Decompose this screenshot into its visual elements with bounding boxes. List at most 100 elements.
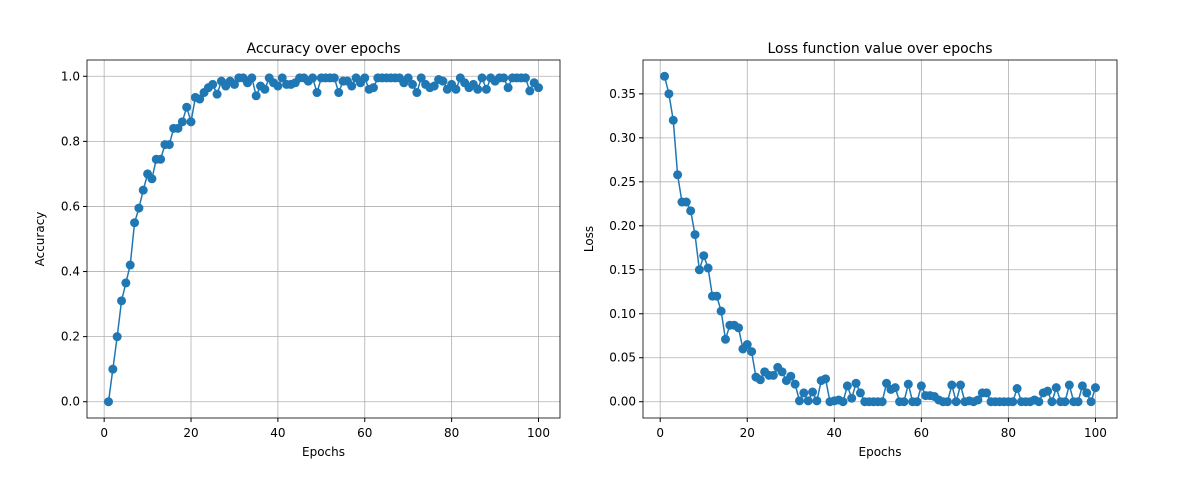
marker	[812, 396, 822, 406]
marker	[347, 81, 357, 91]
x-axis-label: Epochs	[859, 445, 902, 459]
marker	[720, 334, 730, 344]
marker	[186, 117, 196, 127]
marker	[525, 86, 535, 96]
marker	[942, 397, 952, 407]
marker	[1077, 381, 1087, 391]
chart-title: Accuracy over epochs	[247, 41, 401, 57]
marker	[112, 332, 122, 342]
marker	[534, 83, 543, 93]
marker	[368, 83, 378, 93]
y-tick-label: 0.05	[609, 351, 636, 365]
marker	[855, 388, 865, 398]
marker	[334, 88, 344, 98]
marker	[1064, 380, 1074, 390]
marker	[177, 117, 187, 127]
marker	[699, 251, 709, 261]
y-tick-label: 0.4	[61, 265, 80, 279]
marker	[1034, 397, 1044, 407]
marker	[503, 83, 513, 93]
marker	[747, 347, 757, 357]
marker	[838, 397, 848, 407]
marker	[408, 79, 418, 89]
y-tick-label: 0.8	[61, 134, 80, 148]
marker	[890, 383, 900, 393]
marker	[808, 387, 818, 397]
marker	[703, 263, 713, 273]
y-tick-label: 0.0	[61, 395, 80, 409]
marker	[716, 306, 726, 316]
marker	[104, 397, 113, 407]
marker	[1047, 397, 1057, 407]
marker	[1090, 383, 1100, 393]
x-tick-label: 60	[357, 426, 372, 440]
x-tick-label: 100	[527, 426, 550, 440]
x-tick-label: 0	[100, 426, 108, 440]
marker	[847, 393, 857, 403]
y-tick-label: 0.10	[609, 307, 636, 321]
marker	[416, 73, 426, 83]
marker	[164, 140, 174, 150]
marker	[660, 71, 670, 81]
marker	[777, 367, 787, 377]
marker	[734, 323, 744, 333]
marker	[1012, 384, 1022, 394]
marker	[842, 381, 852, 391]
y-tick-label: 0.20	[609, 219, 636, 233]
marker	[251, 91, 261, 101]
y-tick-label: 0.30	[609, 131, 636, 145]
marker	[712, 291, 722, 301]
marker	[1051, 383, 1061, 393]
marker	[690, 230, 700, 240]
marker	[851, 378, 861, 388]
y-tick-label: 0.6	[61, 199, 80, 213]
x-tick-label: 80	[1001, 426, 1016, 440]
marker	[481, 84, 491, 94]
x-tick-label: 20	[183, 426, 198, 440]
marker	[312, 88, 322, 98]
marker	[229, 79, 239, 89]
marker	[308, 73, 318, 83]
y-tick-label: 0.35	[609, 87, 636, 101]
marker	[117, 296, 127, 306]
marker	[681, 197, 691, 207]
marker	[899, 397, 909, 407]
marker	[1073, 397, 1083, 407]
marker	[1086, 397, 1096, 407]
marker	[156, 154, 166, 164]
marker	[208, 79, 218, 89]
marker	[134, 203, 144, 213]
marker	[742, 340, 752, 350]
plot-frame	[642, 59, 1118, 419]
marker	[477, 73, 487, 83]
marker	[768, 370, 778, 380]
marker	[403, 73, 413, 83]
y-tick-label: 0.25	[609, 175, 636, 189]
marker	[125, 260, 135, 270]
y-axis-label: Loss	[582, 226, 596, 252]
x-tick-label: 80	[444, 426, 459, 440]
marker	[951, 397, 961, 407]
chart-title: Loss function value over epochs	[767, 41, 992, 57]
marker	[273, 81, 283, 91]
y-tick-label: 0.15	[609, 263, 636, 277]
marker	[1060, 397, 1070, 407]
x-tick-label: 60	[914, 426, 929, 440]
x-tick-label: 20	[740, 426, 755, 440]
marker	[438, 76, 448, 86]
marker	[182, 102, 192, 112]
marker	[212, 89, 222, 99]
marker	[790, 379, 800, 389]
y-axis-label: Accuracy	[33, 212, 47, 267]
marker	[982, 388, 992, 398]
marker	[799, 388, 809, 398]
line	[663, 76, 1097, 405]
marker	[877, 397, 887, 407]
marker	[956, 380, 966, 390]
marker	[260, 84, 270, 94]
marker	[786, 371, 796, 381]
marker	[1043, 386, 1053, 396]
y-tick-label: 1.0	[61, 69, 80, 83]
marker	[429, 81, 439, 91]
